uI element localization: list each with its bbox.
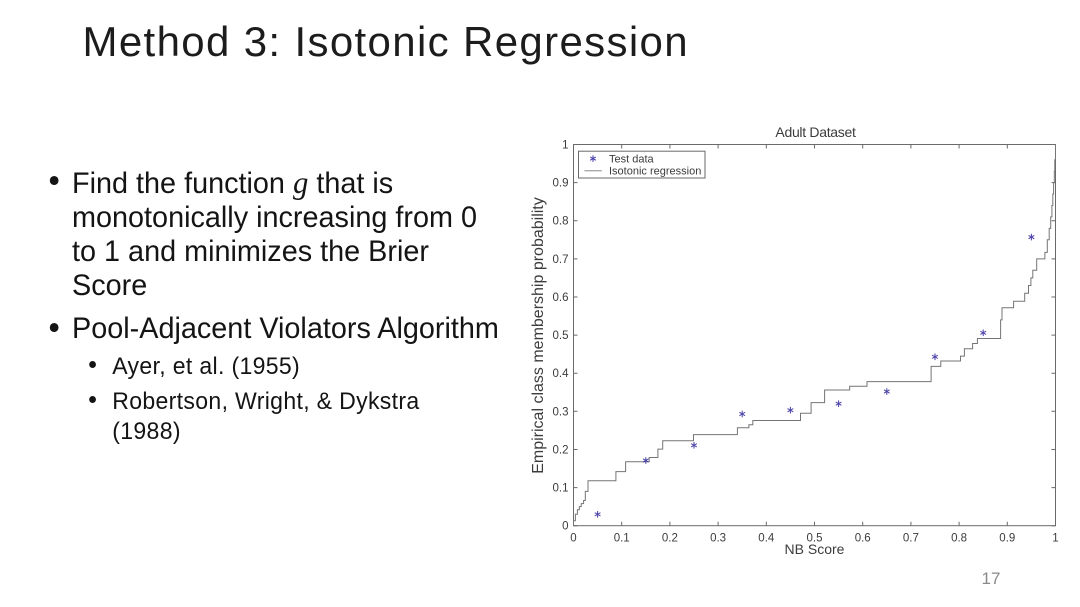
svg-text:0.1: 0.1 <box>614 533 630 545</box>
svg-text:0.4: 0.4 <box>758 533 775 545</box>
svg-text:1: 1 <box>1052 533 1058 545</box>
svg-text:0.4: 0.4 <box>553 368 570 380</box>
svg-text:0.9: 0.9 <box>553 178 569 190</box>
svg-text:0.2: 0.2 <box>553 445 569 457</box>
svg-text:0.7: 0.7 <box>903 533 919 545</box>
svg-text:Test data: Test data <box>609 154 655 166</box>
svg-text:0.2: 0.2 <box>662 533 678 545</box>
svg-text:0.8: 0.8 <box>951 533 967 545</box>
svg-text:Empirical class membership pro: Empirical class membership probability <box>530 197 547 474</box>
svg-text:Isotonic regression: Isotonic regression <box>609 165 701 177</box>
svg-text:0.6: 0.6 <box>553 292 569 304</box>
svg-text:0: 0 <box>570 533 576 545</box>
svg-text:1: 1 <box>562 140 568 152</box>
svg-text:0.8: 0.8 <box>553 216 569 228</box>
svg-text:0.3: 0.3 <box>710 533 726 545</box>
svg-text:0.1: 0.1 <box>553 483 569 495</box>
svg-text:NB Score: NB Score <box>785 541 845 557</box>
svg-text:0.5: 0.5 <box>807 533 823 545</box>
svg-text:0.9: 0.9 <box>999 533 1015 545</box>
svg-text:0.3: 0.3 <box>553 406 569 418</box>
svg-text:0.6: 0.6 <box>855 533 871 545</box>
svg-text:0.5: 0.5 <box>553 330 569 342</box>
svg-text:0: 0 <box>562 521 568 533</box>
svg-text:Adult Dataset: Adult Dataset <box>775 124 856 140</box>
svg-text:0.7: 0.7 <box>553 254 569 266</box>
